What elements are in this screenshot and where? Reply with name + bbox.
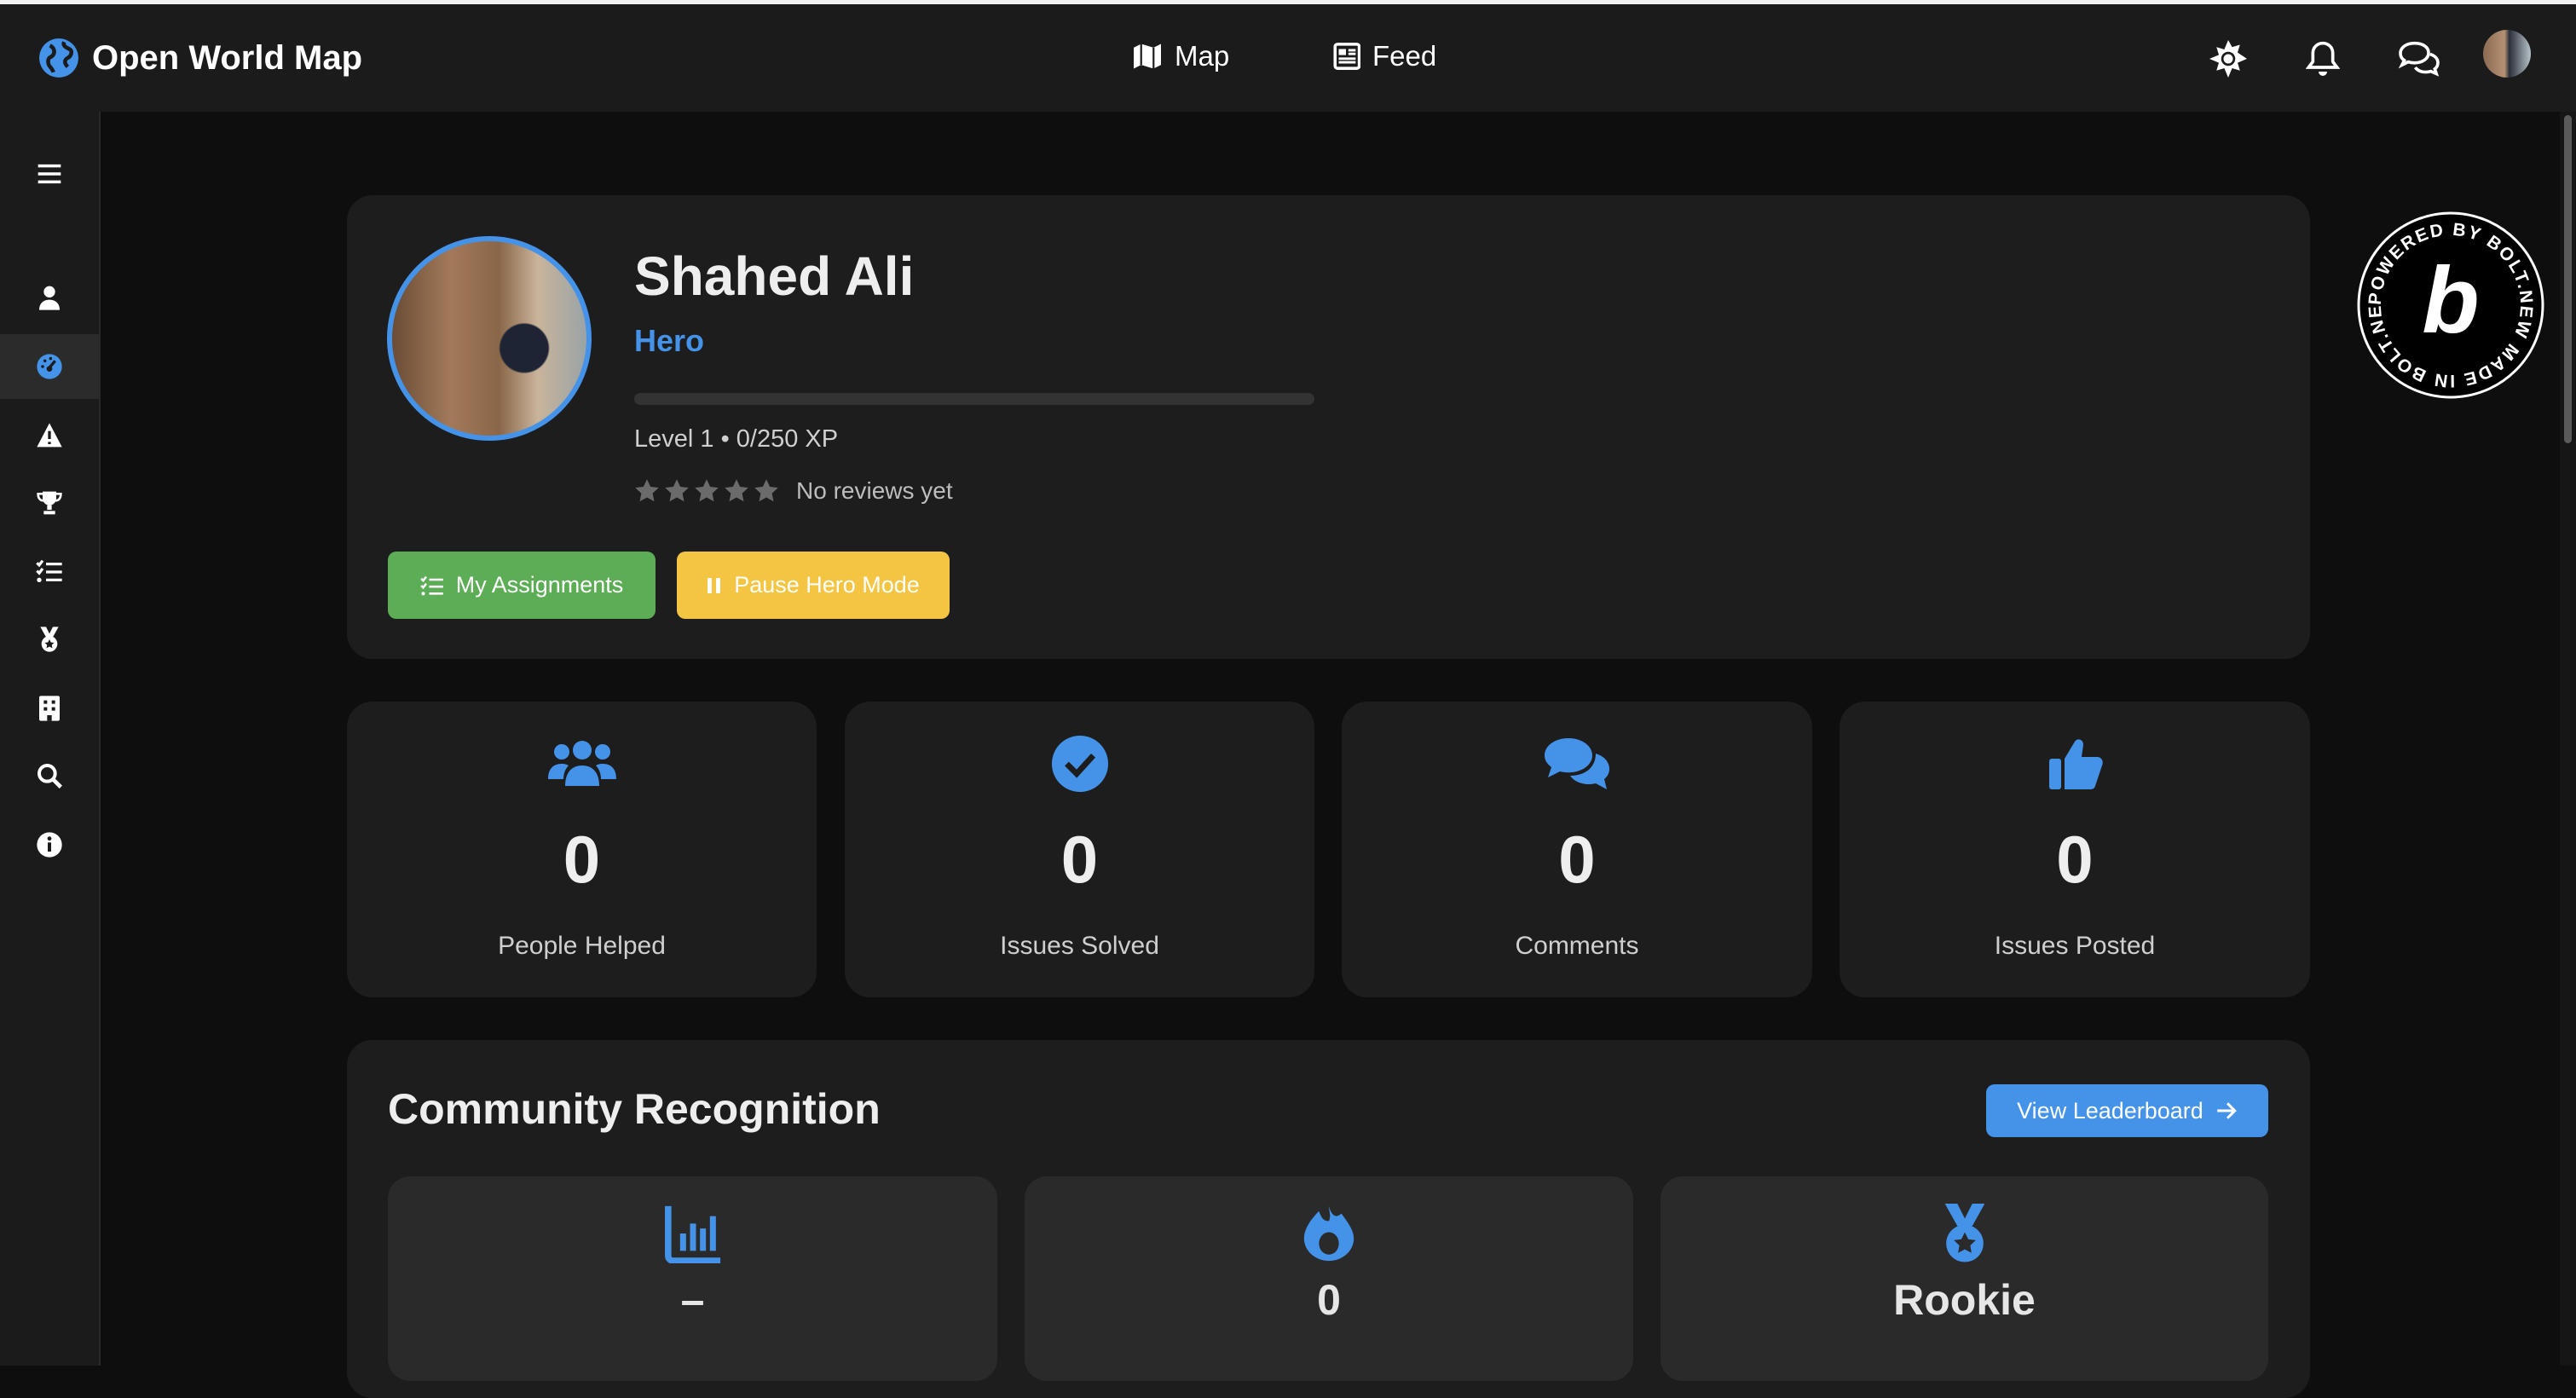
pause-hero-mode-button[interactable]: Pause Hero Mode xyxy=(677,552,950,619)
bolt-badge[interactable]: POWERED BY BOLT.NEW MADE IN BOLT.NEW b xyxy=(2348,196,2544,399)
stat-card-comments: 0 Comments xyxy=(1342,702,1812,997)
sidebar-item-search[interactable] xyxy=(0,743,99,808)
sidebar-item-issues[interactable] xyxy=(0,403,99,468)
profile-avatar[interactable] xyxy=(387,236,592,441)
gauge-icon xyxy=(37,354,62,379)
list-check-icon xyxy=(36,559,62,582)
comments-icon xyxy=(1545,738,1609,789)
chat-icon[interactable] xyxy=(2397,40,2441,78)
recognition-value: 0 xyxy=(1317,1276,1341,1324)
my-assignments-button[interactable]: My Assignments xyxy=(388,552,656,619)
view-leaderboard-label: View Leaderboard xyxy=(2017,1097,2203,1124)
medal-icon xyxy=(1944,1204,1984,1262)
xp-progress-bar xyxy=(634,393,1314,405)
star-icon xyxy=(665,479,689,502)
stat-value: 0 xyxy=(1558,822,1596,897)
search-icon xyxy=(38,764,62,789)
star-icon xyxy=(754,479,778,502)
bolt-logo-icon: POWERED BY BOLT.NEW MADE IN BOLT.NEW b xyxy=(2348,196,2544,399)
reviews-text: No reviews yet xyxy=(796,477,953,504)
top-navbar: Open World Map Map Feed xyxy=(0,4,2576,112)
user-avatar[interactable] xyxy=(2483,30,2531,78)
my-assignments-label: My Assignments xyxy=(455,572,624,598)
star-icon xyxy=(695,479,719,502)
stat-label: People Helped xyxy=(498,932,666,960)
fire-icon xyxy=(1303,1205,1354,1262)
hamburger-icon xyxy=(38,164,61,184)
rating-stars xyxy=(634,478,779,504)
view-leaderboard-button[interactable]: View Leaderboard xyxy=(1986,1084,2268,1137)
svg-text:b: b xyxy=(2422,248,2479,353)
recognition-card-streak: 0 xyxy=(1025,1176,1633,1381)
sidebar-item-info[interactable] xyxy=(0,812,99,877)
nav-map[interactable]: Map xyxy=(1132,40,1229,72)
sidebar-item-dashboard[interactable] xyxy=(0,334,99,399)
trophy-icon xyxy=(37,491,62,515)
building-icon xyxy=(39,696,60,721)
bell-icon[interactable] xyxy=(2306,40,2340,78)
recognition-value: Rookie xyxy=(1893,1276,2036,1324)
window-top-edge xyxy=(0,0,2576,4)
thumbs-up-icon xyxy=(2049,739,2103,789)
stat-value: 0 xyxy=(1060,822,1099,897)
stat-value: 0 xyxy=(563,822,601,897)
star-icon xyxy=(635,479,659,502)
arrow-right-icon xyxy=(2216,1102,2237,1119)
newspaper-icon xyxy=(1333,43,1360,70)
pause-icon xyxy=(708,577,721,593)
stat-value: 0 xyxy=(2056,822,2094,897)
section-title: Community Recognition xyxy=(388,1085,881,1133)
chart-bar-icon xyxy=(664,1205,720,1263)
stat-label: Issues Posted xyxy=(1994,932,2156,960)
recognition-card-tier: Rookie xyxy=(1661,1176,2268,1381)
nav-map-label: Map xyxy=(1175,40,1230,72)
user-icon xyxy=(39,286,60,310)
nav-feed[interactable]: Feed xyxy=(1331,40,1436,72)
app-logo[interactable]: Open World Map xyxy=(38,37,362,79)
profile-name: Shahed Ali xyxy=(634,246,915,307)
scrollbar-thumb[interactable] xyxy=(2564,115,2572,443)
stat-label: Issues Solved xyxy=(1000,932,1159,960)
app-title: Open World Map xyxy=(92,38,363,77)
medal-icon xyxy=(40,627,59,652)
level-text: Level 1 • 0/250 XP xyxy=(634,425,839,453)
sidebar xyxy=(0,112,101,1366)
profile-role: Hero xyxy=(634,323,705,358)
check-circle-icon xyxy=(1051,735,1108,793)
sidebar-item-profile[interactable] xyxy=(0,265,99,330)
globe-icon xyxy=(39,38,78,78)
sidebar-item-organizations[interactable] xyxy=(0,676,99,741)
sidebar-item-badges[interactable] xyxy=(0,607,99,672)
sidebar-menu-toggle[interactable] xyxy=(0,142,99,206)
stat-card-people-helped: 0 People Helped xyxy=(347,702,817,997)
users-icon xyxy=(547,741,616,786)
sun-icon[interactable] xyxy=(2209,40,2247,78)
map-icon xyxy=(1134,43,1161,69)
pause-hero-mode-label: Pause Hero Mode xyxy=(734,572,920,598)
rating: No reviews yet xyxy=(634,477,953,505)
sidebar-item-leaderboard[interactable] xyxy=(0,471,99,535)
recognition-card-rank: – xyxy=(388,1176,997,1381)
warning-icon xyxy=(37,423,62,448)
sidebar-item-tasks[interactable] xyxy=(0,540,99,604)
stat-label: Comments xyxy=(1515,932,1639,960)
stat-card-issues-solved: 0 Issues Solved xyxy=(845,702,1314,997)
info-icon xyxy=(37,832,62,858)
list-check-icon xyxy=(419,575,443,595)
nav-feed-label: Feed xyxy=(1372,40,1437,72)
recognition-value: – xyxy=(680,1276,705,1324)
star-icon xyxy=(725,479,748,502)
scrollbar[interactable] xyxy=(2560,112,2576,1366)
stat-card-issues-posted: 0 Issues Posted xyxy=(1840,702,2310,997)
profile-card: Shahed Ali Hero Level 1 • 0/250 XP No re… xyxy=(347,195,2310,659)
